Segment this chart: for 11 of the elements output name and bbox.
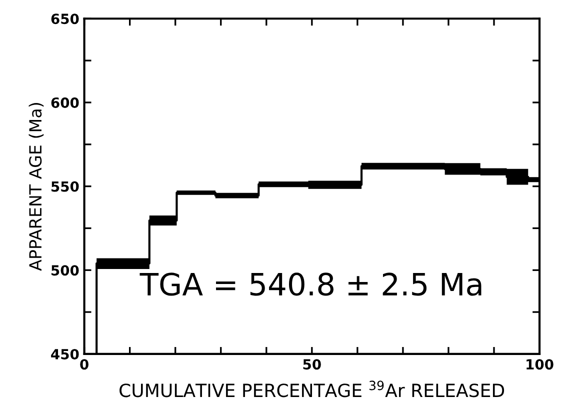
x-axis-title: CUMULATIVE PERCENTAGE $^{39}$Ar RELEASED bbox=[120, 380, 504, 398]
y-tick-label: 450 bbox=[51, 348, 79, 360]
y-axis-title: APPARENT AGE (Ma) bbox=[28, 103, 44, 271]
x-tick-label: 100 bbox=[526, 359, 554, 370]
y-tick-label: 600 bbox=[51, 97, 79, 108]
y-tick-label: 550 bbox=[52, 181, 79, 192]
x-tick-label: 0 bbox=[80, 359, 88, 370]
y-tick-label: 650 bbox=[51, 14, 79, 24]
annotation: TGA = 540.8 ± 2.5 Ma bbox=[140, 272, 482, 296]
x-tick-label: 50 bbox=[303, 359, 321, 370]
y-tick-label: 500 bbox=[52, 265, 79, 276]
